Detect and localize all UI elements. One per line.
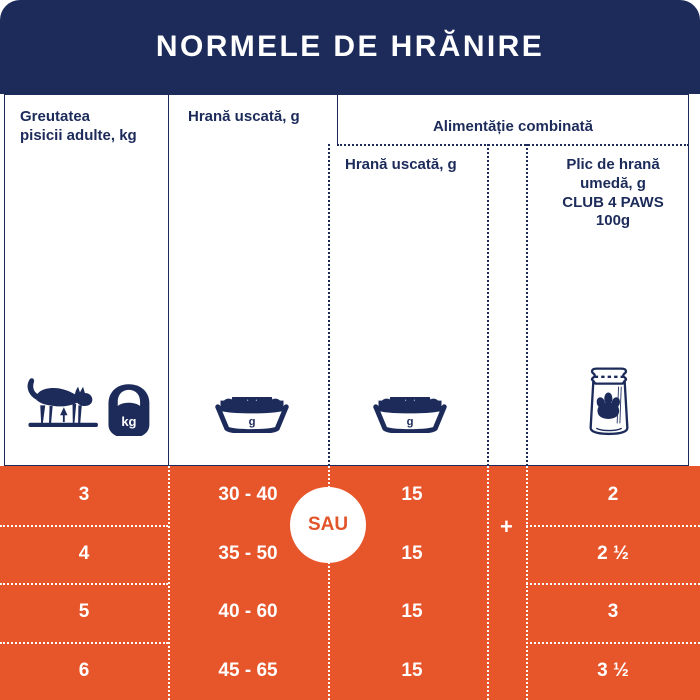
svg-text:g: g (407, 416, 414, 428)
svg-text:kg: kg (121, 414, 136, 429)
svg-text:g: g (249, 416, 256, 428)
